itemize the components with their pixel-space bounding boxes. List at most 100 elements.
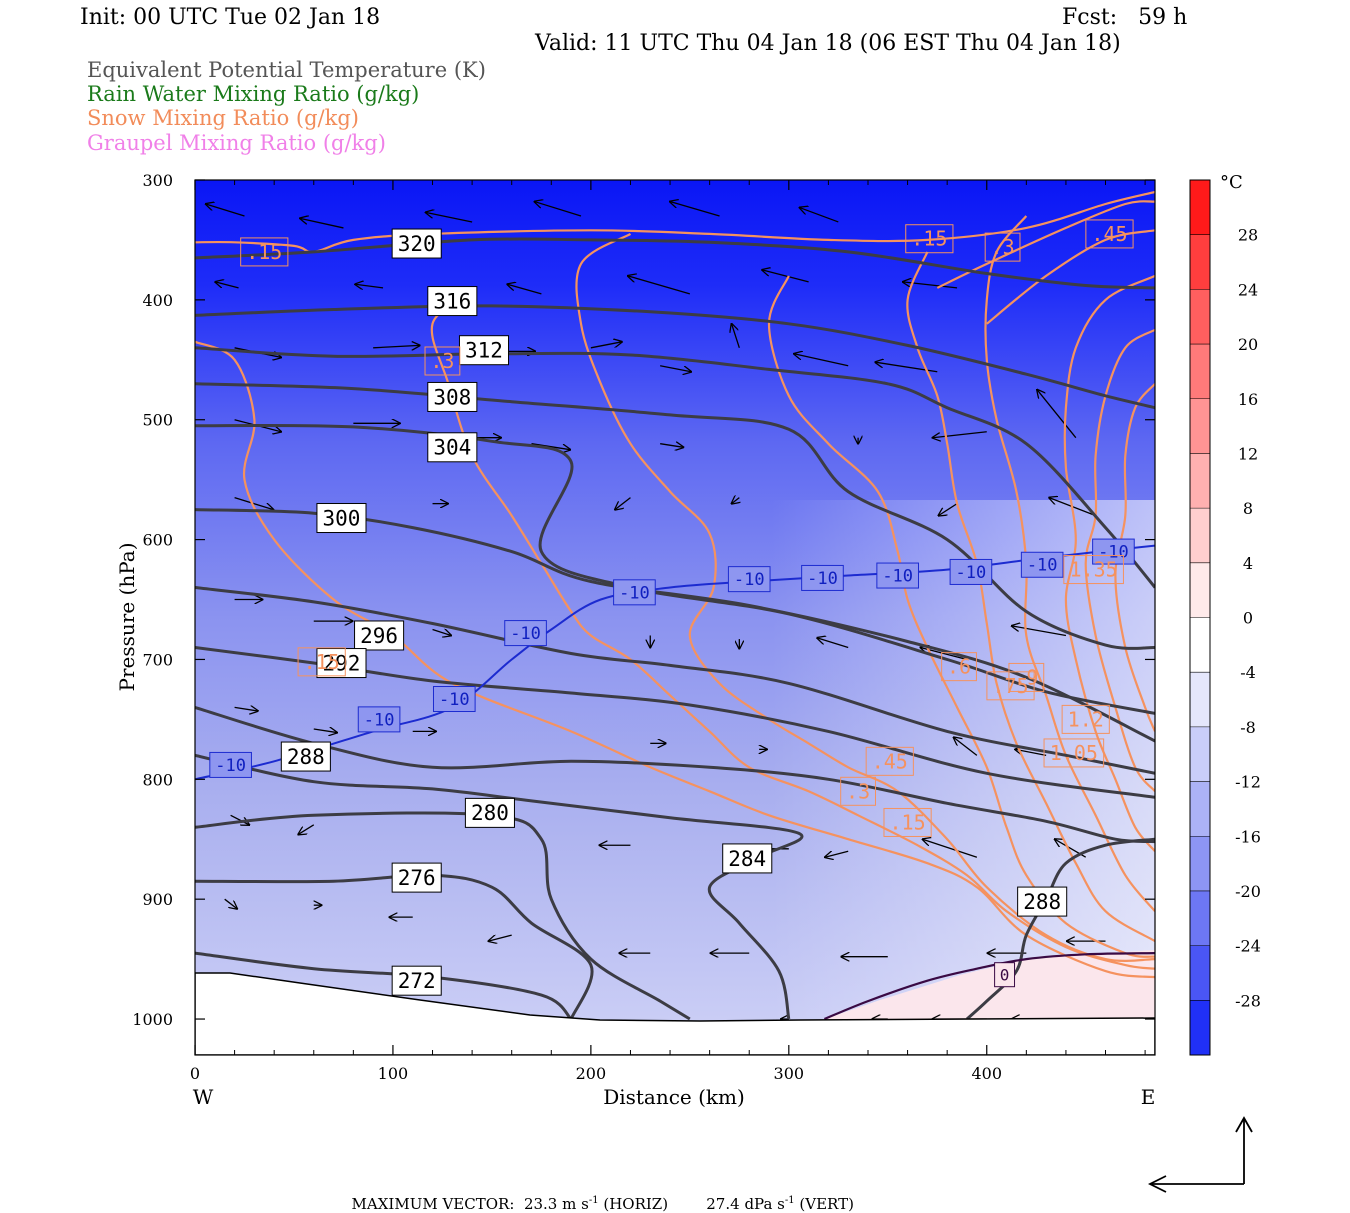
snow-label-box xyxy=(1085,219,1134,249)
temp-minus10-label: -10 xyxy=(956,563,987,583)
snow-contour xyxy=(986,229,1155,325)
wind-vector xyxy=(938,503,958,516)
colorbar-cell xyxy=(1190,344,1210,400)
snow-label: .45 xyxy=(1091,222,1127,246)
temp-minus10-label: -10 xyxy=(1027,556,1058,576)
temp-minus10-label-box xyxy=(357,706,401,733)
x-tick-label: 100 xyxy=(378,1064,409,1083)
theta-e-label-box xyxy=(427,381,478,412)
x-tick-label: 200 xyxy=(576,1064,607,1083)
vert-unit: dPa s xyxy=(744,1195,785,1213)
wind-vector xyxy=(224,898,237,909)
colorbar-cell xyxy=(1190,945,1210,1001)
colorbar-tick-label: -16 xyxy=(1235,827,1261,846)
colorbar-cell xyxy=(1190,1000,1210,1056)
wind-vector xyxy=(794,354,849,367)
x-tick-label: 400 xyxy=(971,1064,1002,1083)
theta-e-label-box xyxy=(316,648,367,679)
temp-minus10-label-box xyxy=(1020,551,1064,578)
warm-layer-fill xyxy=(822,950,1155,1020)
temp-minus10-label: -10 xyxy=(619,583,650,603)
temp-minus10-label-box xyxy=(949,558,993,585)
temp-minus10-label-box xyxy=(613,579,656,606)
init-time: Init: 00 UTC Tue 02 Jan 18 xyxy=(80,5,381,30)
snow-contour xyxy=(195,340,1155,979)
wind-vector xyxy=(762,270,809,283)
wind-vector xyxy=(615,497,631,510)
colorbar-unit: °C xyxy=(1220,172,1243,193)
colorbar-cell xyxy=(1190,890,1210,947)
snow-label-box xyxy=(840,776,876,806)
temp-minus10-label: -10 xyxy=(882,566,913,586)
wind-vector xyxy=(313,729,337,733)
legend-graupel: Graupel Mixing Ratio (g/kg) xyxy=(87,131,386,155)
temp-minus10-label: -10 xyxy=(215,756,246,776)
snow-label-box xyxy=(1063,555,1124,585)
colorbar-cell xyxy=(1190,508,1210,564)
reference-vector-icon xyxy=(1147,1116,1253,1193)
theta-e-label: 288 xyxy=(1023,890,1061,914)
temp-minus10-label-box xyxy=(504,620,547,647)
theta-e-label-box xyxy=(427,432,478,463)
theta-e-label-box xyxy=(354,620,405,651)
temp-zero-label: 0 xyxy=(1000,965,1010,984)
theta-e-label: 300 xyxy=(323,506,361,530)
wind-vector xyxy=(923,839,978,858)
temp-minus10-label: -10 xyxy=(439,690,470,710)
colorbar-cell xyxy=(1190,453,1210,509)
colorbar-tick-label: 12 xyxy=(1238,444,1258,463)
theta-e-label: 276 xyxy=(398,866,436,890)
wind-vector xyxy=(234,707,258,711)
colorbar-cell xyxy=(1190,617,1210,673)
vert-value: 27.4 xyxy=(706,1195,740,1213)
wind-vector xyxy=(933,431,987,438)
colorbar-tick-label: 0 xyxy=(1243,609,1253,628)
theta-e-contour xyxy=(195,811,691,1021)
wind-vector xyxy=(660,365,691,372)
colorbar-tick-label: -28 xyxy=(1235,991,1261,1010)
max-vector-footer: MAXIMUM VECTOR: 23.3 m s-1 (HORIZ) 27.4 … xyxy=(342,1177,854,1213)
snow-label: 1.35 xyxy=(1070,558,1118,582)
colorbar-tick-label: -4 xyxy=(1240,663,1256,682)
theta-e-label-box xyxy=(280,741,331,772)
wind-vector xyxy=(670,202,720,217)
theta-e-contour xyxy=(195,346,1155,589)
theta-e-contour xyxy=(195,705,1155,844)
horiz-exp: -1 xyxy=(588,1195,599,1206)
snow-label-box xyxy=(1043,738,1105,768)
temp-minus10-label: -10 xyxy=(364,710,395,730)
colorbar-cell xyxy=(1190,781,1210,837)
y-tick-label: 500 xyxy=(142,411,173,430)
x-left-label: W xyxy=(193,1085,214,1109)
y-tick-label: 600 xyxy=(142,531,173,550)
colorbar-tick-label: -12 xyxy=(1235,773,1261,792)
y-axis-title: Pressure (hPa) xyxy=(115,543,139,692)
wind-vector xyxy=(1012,626,1067,637)
axes: 0 100 200 300 400 300 400 500 600 700 800 900 1000 xyxy=(132,171,1155,1083)
theta-e-label: 320 xyxy=(398,232,436,256)
wind-vector xyxy=(355,284,384,288)
wind-vector xyxy=(954,737,978,756)
theta-e-contour xyxy=(195,304,1155,410)
theta-e-label-box xyxy=(391,228,442,259)
snow-label-box xyxy=(984,232,1021,262)
wind-vector xyxy=(660,444,683,448)
plot-frame xyxy=(194,179,1156,1056)
wind-vector xyxy=(488,934,512,941)
theta-e-label-box xyxy=(391,862,442,893)
temp-minus10-label-box xyxy=(727,566,771,593)
theta-e-contour xyxy=(195,237,1155,290)
temp-minus10-label: -10 xyxy=(734,570,765,590)
horiz-tag: (HORIZ) xyxy=(603,1195,669,1213)
wind-vector xyxy=(507,284,542,295)
colorbar-cell xyxy=(1190,562,1210,618)
horiz-value: 23.3 xyxy=(523,1195,558,1213)
colorbar-tick-label: 24 xyxy=(1238,280,1258,299)
theta-e-label-box xyxy=(464,797,515,828)
colorbar-cell xyxy=(1190,398,1210,454)
vert-tag: (VERT) xyxy=(799,1195,854,1213)
theta-e-label-box xyxy=(316,503,367,534)
snow-label-box xyxy=(986,671,1035,701)
wind-vector xyxy=(426,212,473,223)
theta-e-label: 308 xyxy=(433,385,471,409)
